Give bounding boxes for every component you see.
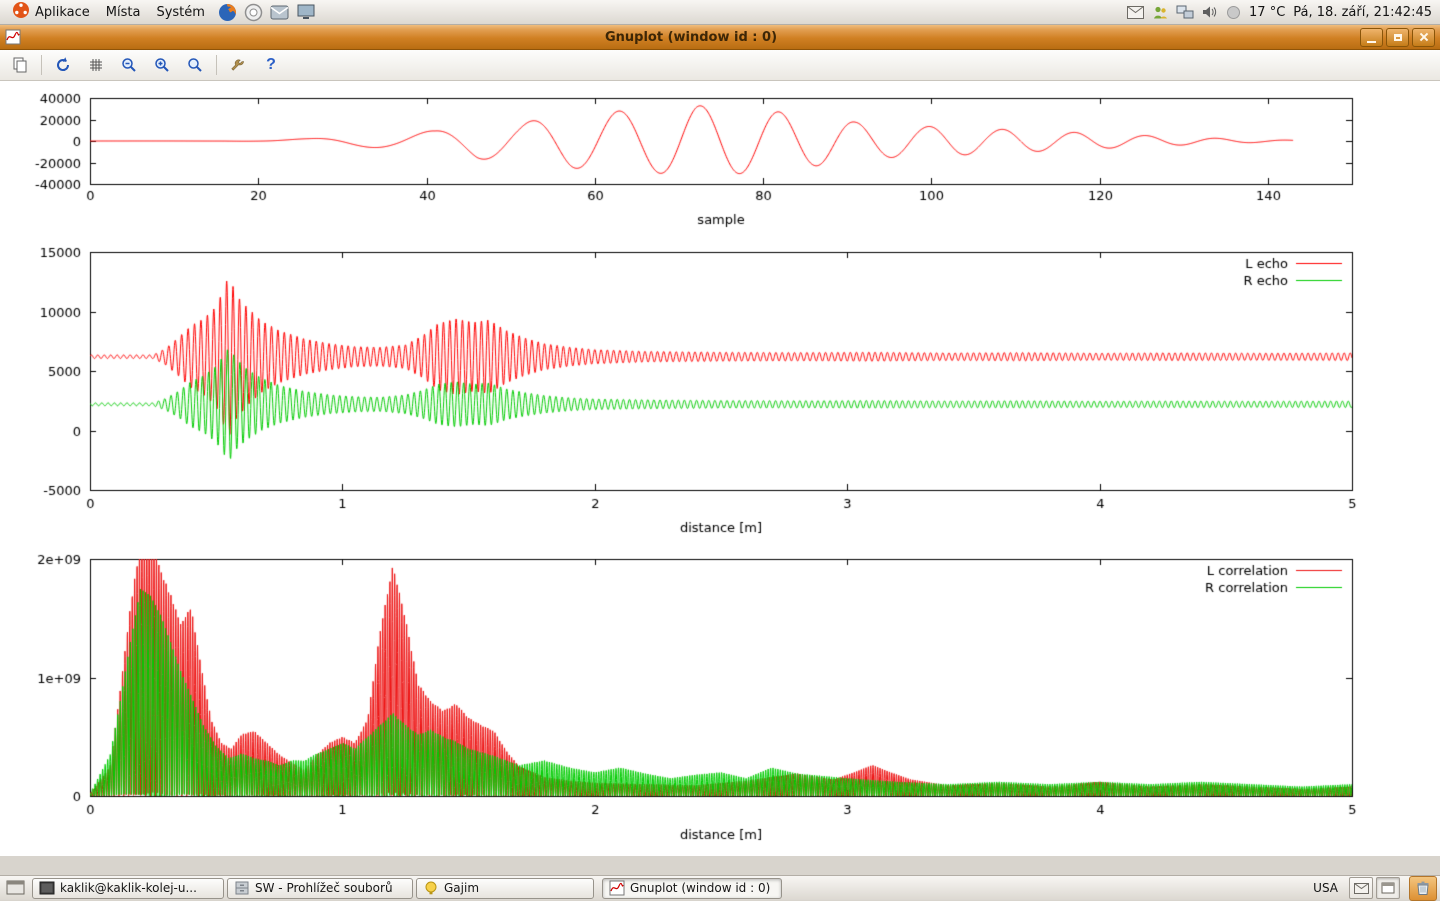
gnuplot-icon	[609, 880, 625, 896]
minimize-button[interactable]	[1360, 27, 1383, 47]
taskbar-button-gajim[interactable]: Gajim	[416, 877, 594, 899]
weather-icon[interactable]	[1226, 5, 1241, 20]
replot-icon	[57, 57, 70, 71]
trash-icon	[1417, 881, 1429, 895]
help-icon	[245, 3, 263, 21]
ubuntu-logo-icon	[12, 1, 30, 23]
toolbar: ?	[0, 50, 1440, 81]
copy-icon	[13, 57, 27, 73]
menu-places-label: Místa	[105, 4, 141, 20]
desktop-background	[0, 856, 1440, 875]
help-button[interactable]: ?	[259, 53, 283, 77]
gnuplot-window-icon	[5, 29, 21, 45]
maximize-icon	[1393, 33, 1402, 41]
menu-applications-label: Aplikace	[35, 4, 90, 20]
close-button[interactable]	[1412, 27, 1435, 47]
menu-places[interactable]: Místa	[98, 0, 149, 24]
taskbar-button-label: Gnuplot (window id : 0)	[630, 881, 771, 895]
taskbar: kaklik@kaklik-kolej-u... SW - Prohlížeč …	[0, 875, 1440, 901]
window-icon	[6, 880, 25, 895]
users-tray-icon[interactable]	[1152, 5, 1168, 20]
top-panel: Aplikace Místa Systém	[0, 0, 1440, 25]
show-desktop-button[interactable]	[3, 878, 29, 899]
autoscale-button[interactable]	[183, 53, 207, 77]
window-selector-icon[interactable]	[1376, 877, 1400, 899]
help-launcher[interactable]	[243, 1, 265, 23]
notification-area: 17 °C Pá, 18. září, 21:42:45	[1127, 5, 1436, 20]
menu-system-label: Systém	[156, 4, 205, 20]
mail-notification-icon[interactable]	[1349, 877, 1373, 899]
close-icon	[1419, 32, 1429, 42]
firefox-icon	[219, 3, 237, 21]
taskbar-button-gnuplot[interactable]: Gnuplot (window id : 0)	[602, 877, 782, 899]
replot-button[interactable]	[51, 53, 75, 77]
screen-icon	[297, 4, 315, 19]
autoscale-icon	[188, 58, 202, 72]
network-tray-icon[interactable]	[1176, 5, 1194, 19]
zoom-next-icon	[155, 58, 169, 72]
volume-tray-icon[interactable]	[1202, 5, 1218, 19]
keyboard-layout-indicator[interactable]: USA	[1313, 881, 1338, 895]
maximize-button[interactable]	[1386, 27, 1409, 47]
mail-launcher[interactable]	[269, 1, 291, 23]
config-button[interactable]	[226, 53, 250, 77]
gnuplot-charts-canvas	[0, 81, 1440, 857]
window-title: Gnuplot (window id : 0)	[604, 29, 778, 45]
help-icon: ?	[266, 56, 276, 73]
grid-button[interactable]	[84, 53, 108, 77]
menu-applications[interactable]: Aplikace	[4, 0, 98, 24]
trash-applet[interactable]	[1409, 875, 1437, 901]
mail-tray-icon[interactable]	[1127, 5, 1145, 19]
toolbar-separator	[216, 55, 217, 75]
menu-system[interactable]: Systém	[148, 0, 212, 24]
terminal-icon	[39, 880, 55, 896]
temperature-label: 17 °C	[1249, 4, 1286, 20]
taskbar-button-label: Gajim	[444, 881, 480, 895]
wrench-icon	[231, 59, 244, 71]
taskbar-button-file-manager[interactable]: SW - Prohlížeč souborů	[227, 877, 413, 899]
titlebar[interactable]: Gnuplot (window id : 0)	[0, 25, 1440, 50]
zoom-previous-icon	[122, 58, 136, 72]
grid-icon	[90, 59, 102, 71]
file-manager-icon	[234, 880, 250, 896]
zoom-next-button[interactable]	[150, 53, 174, 77]
taskbar-button-label: kaklik@kaklik-kolej-u...	[60, 881, 197, 895]
minimize-icon	[1367, 40, 1376, 43]
taskbar-button-label: SW - Prohlížeč souborů	[255, 881, 393, 895]
plot-area	[0, 81, 1440, 857]
terminal-launcher[interactable]	[295, 1, 317, 23]
copy-clipboard-button[interactable]	[8, 53, 32, 77]
mail-icon	[270, 5, 289, 19]
taskbar-button-terminal[interactable]: kaklik@kaklik-kolej-u...	[32, 877, 224, 899]
firefox-launcher[interactable]	[217, 1, 239, 23]
gajim-icon	[423, 880, 439, 896]
toolbar-separator	[41, 55, 42, 75]
zoom-previous-button[interactable]	[117, 53, 141, 77]
clock[interactable]: Pá, 18. září, 21:42:45	[1293, 4, 1432, 20]
gnuplot-window: Gnuplot (window id : 0)	[0, 25, 1440, 857]
